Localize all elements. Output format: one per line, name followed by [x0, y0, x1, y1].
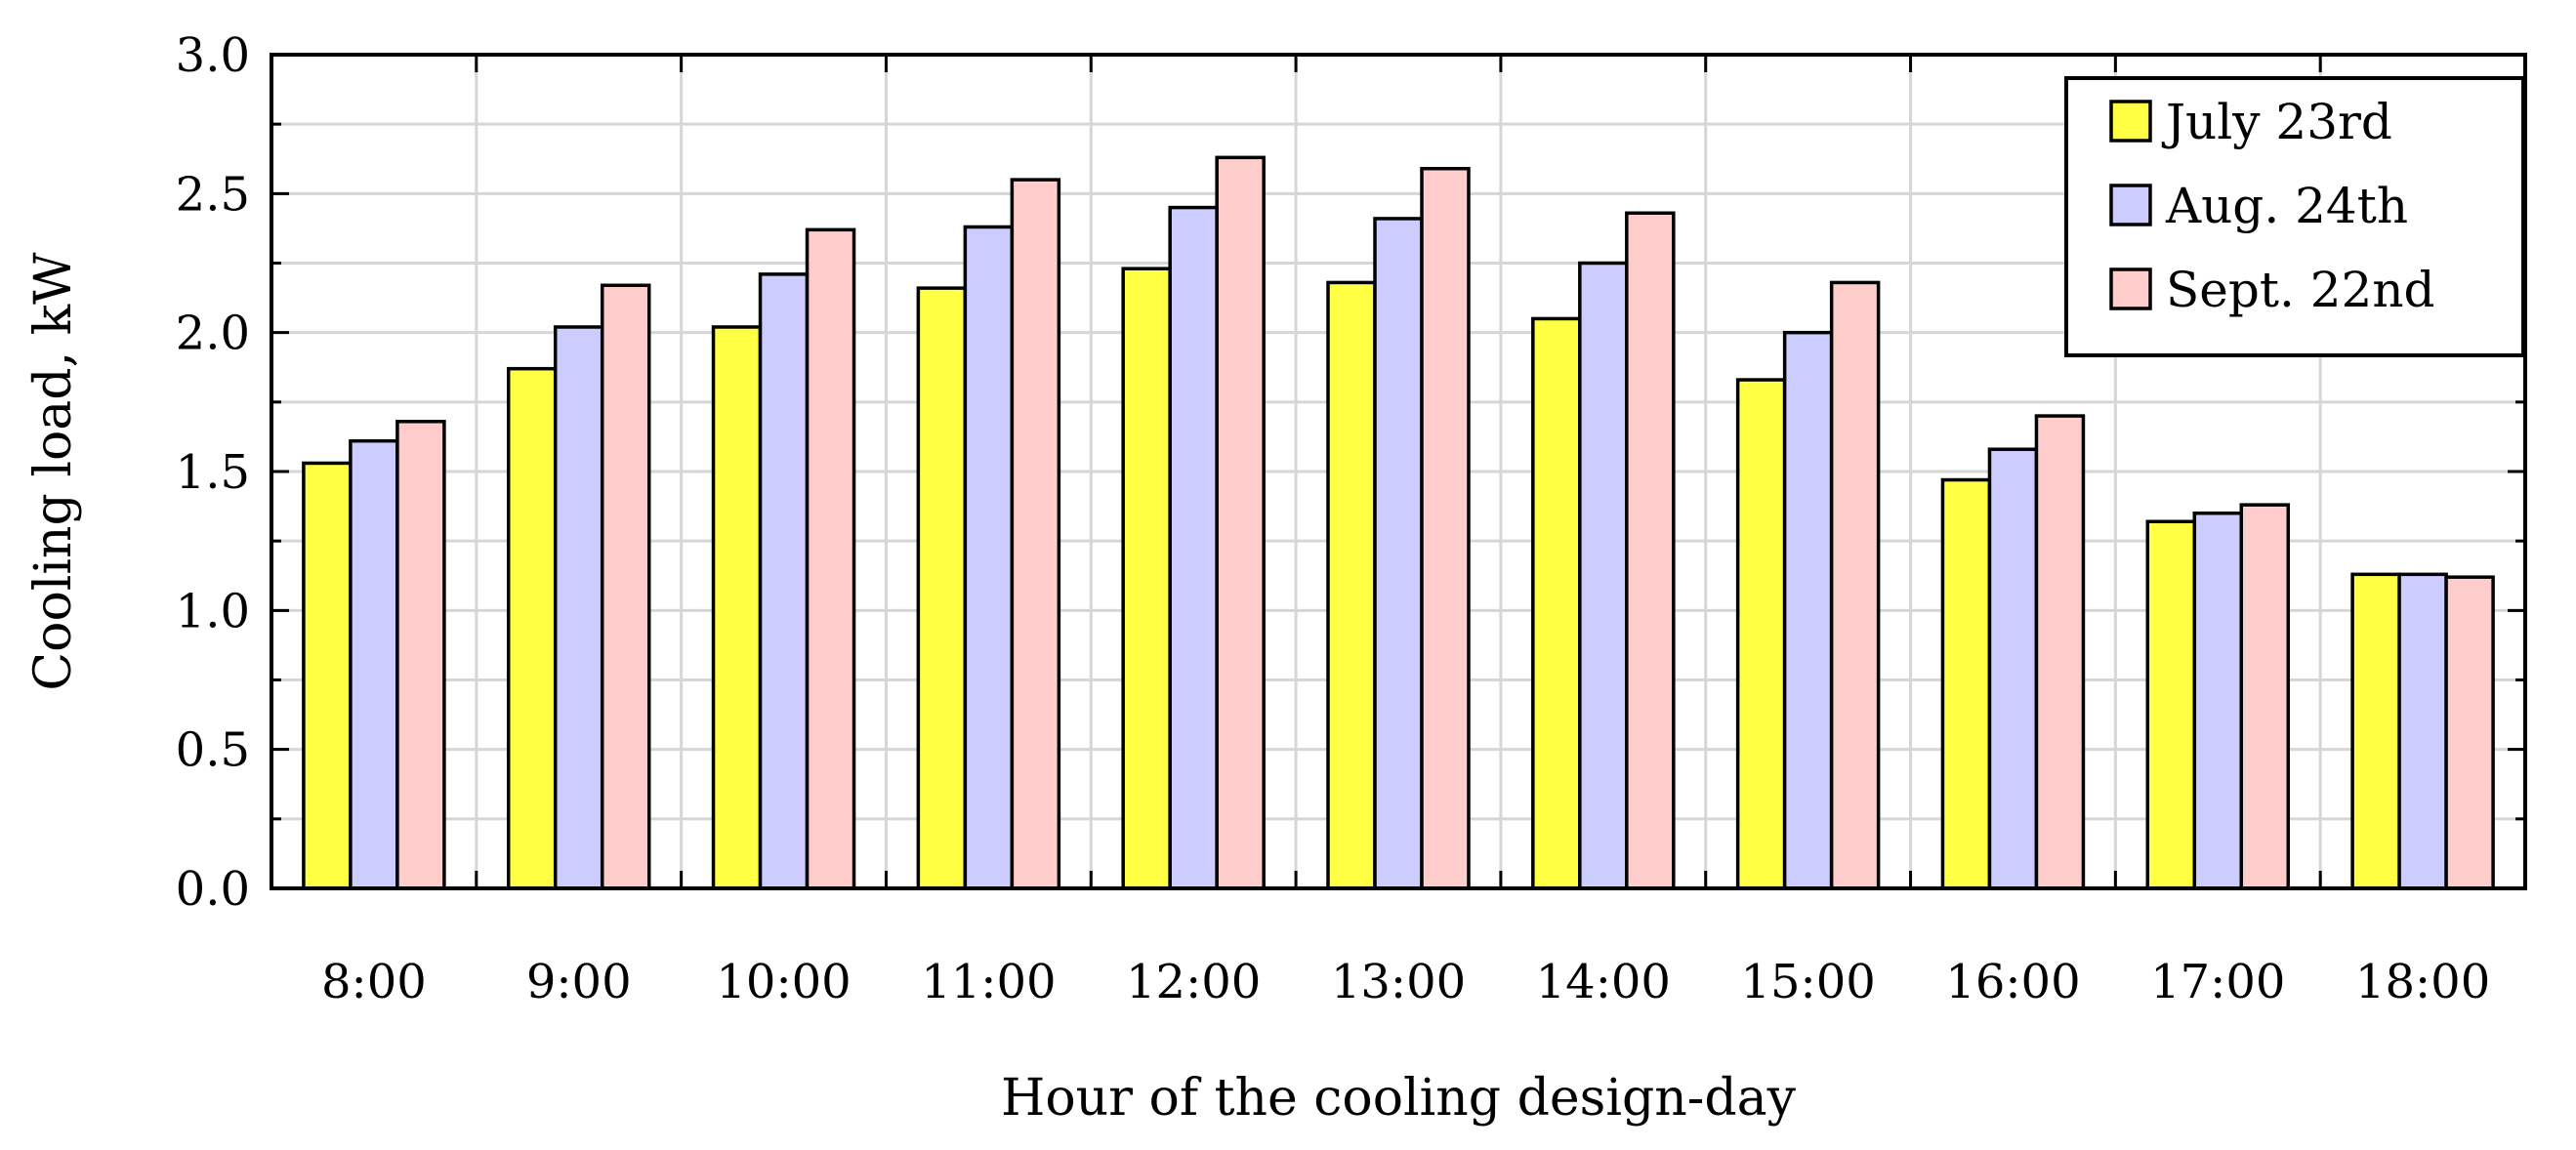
- x-tick-label: 14:00: [1536, 955, 1671, 1009]
- legend-swatch-1: [2109, 100, 2152, 143]
- x-tick-label: 15:00: [1740, 955, 1875, 1009]
- y-tick-label: 1.0: [176, 584, 250, 638]
- x-tick-labels: 8:00 9:00 10:00 11:00 12:00 13:00 14:00 15:00 16…: [321, 955, 2490, 1009]
- bar-1500-series-3: [1829, 280, 1881, 890]
- bar-800-series-2: [349, 438, 399, 890]
- y-tick-label: 1.5: [176, 445, 250, 500]
- bar-900-series-1: [506, 366, 558, 890]
- bar-1100-series-3: [1010, 178, 1061, 890]
- y-tick-label: 3.0: [176, 28, 250, 83]
- bar-1500-series-1: [1735, 378, 1787, 890]
- bar-1000-series-1: [711, 325, 763, 890]
- x-tick-label: 11:00: [921, 955, 1056, 1009]
- y-axis-title: Cooling load, kW: [24, 252, 83, 691]
- bar-1700-series-3: [2239, 503, 2291, 890]
- bar-900-series-2: [553, 325, 604, 890]
- bar-1200-series-2: [1168, 205, 1219, 890]
- x-axis-title: Hour of the cooling design-day: [1001, 1069, 1797, 1128]
- bar-1300-series-1: [1326, 280, 1377, 890]
- x-tick-label: 8:00: [321, 955, 427, 1009]
- x-tick-label: 18:00: [2355, 955, 2490, 1009]
- legend-swatch-3: [2109, 267, 2152, 310]
- bar-1700-series-2: [2192, 511, 2244, 890]
- bar-1800-series-3: [2444, 575, 2495, 890]
- x-tick-label: 12:00: [1126, 955, 1261, 1009]
- y-tick-label: 2.5: [176, 167, 250, 222]
- legend-swatch-2: [2109, 184, 2152, 226]
- bar-1200-series-3: [1215, 155, 1266, 890]
- legend-label-2: Aug. 24th: [2165, 178, 2408, 234]
- y-tick-labels: 0.0 0.5 1.0 1.5 2.0 2.5 3.0: [176, 28, 250, 917]
- x-tick-label: 16:00: [1945, 955, 2080, 1009]
- y-tick-label: 2.0: [176, 307, 250, 361]
- bar-1500-series-2: [1782, 330, 1834, 890]
- x-tick-label: 10:00: [716, 955, 851, 1009]
- bar-1400-series-2: [1578, 261, 1629, 890]
- bar-1000-series-3: [805, 227, 856, 890]
- legend: July 23rd Aug. 24th Sept. 22nd: [2064, 76, 2525, 357]
- bar-1800-series-2: [2397, 572, 2448, 890]
- bar-1300-series-3: [1420, 166, 1471, 890]
- legend-label-3: Sept. 22nd: [2166, 262, 2435, 318]
- bar-1800-series-1: [2350, 572, 2401, 890]
- bar-1300-series-2: [1373, 217, 1424, 890]
- bar-1100-series-2: [963, 225, 1015, 890]
- bar-1600-series-3: [2034, 414, 2086, 890]
- x-tick-label: 9:00: [526, 955, 632, 1009]
- y-tick-label: 0.0: [176, 862, 250, 917]
- x-tick-label: 17:00: [2150, 955, 2285, 1009]
- bar-1600-series-1: [1940, 477, 1992, 890]
- x-tick-label: 13:00: [1331, 955, 1466, 1009]
- bar-1100-series-1: [916, 286, 968, 890]
- bar-1600-series-2: [1987, 447, 2039, 890]
- bar-1400-series-1: [1531, 316, 1582, 890]
- bar-1000-series-2: [758, 272, 810, 890]
- legend-label-1: July 23rd: [2161, 94, 2392, 150]
- bar-1700-series-1: [2145, 519, 2197, 890]
- y-tick-label: 0.5: [176, 723, 250, 778]
- bar-900-series-3: [600, 283, 651, 890]
- bar-800-series-3: [395, 420, 446, 890]
- bar-1400-series-3: [1625, 211, 1676, 890]
- bar-800-series-1: [302, 461, 353, 890]
- bar-1200-series-1: [1121, 267, 1172, 890]
